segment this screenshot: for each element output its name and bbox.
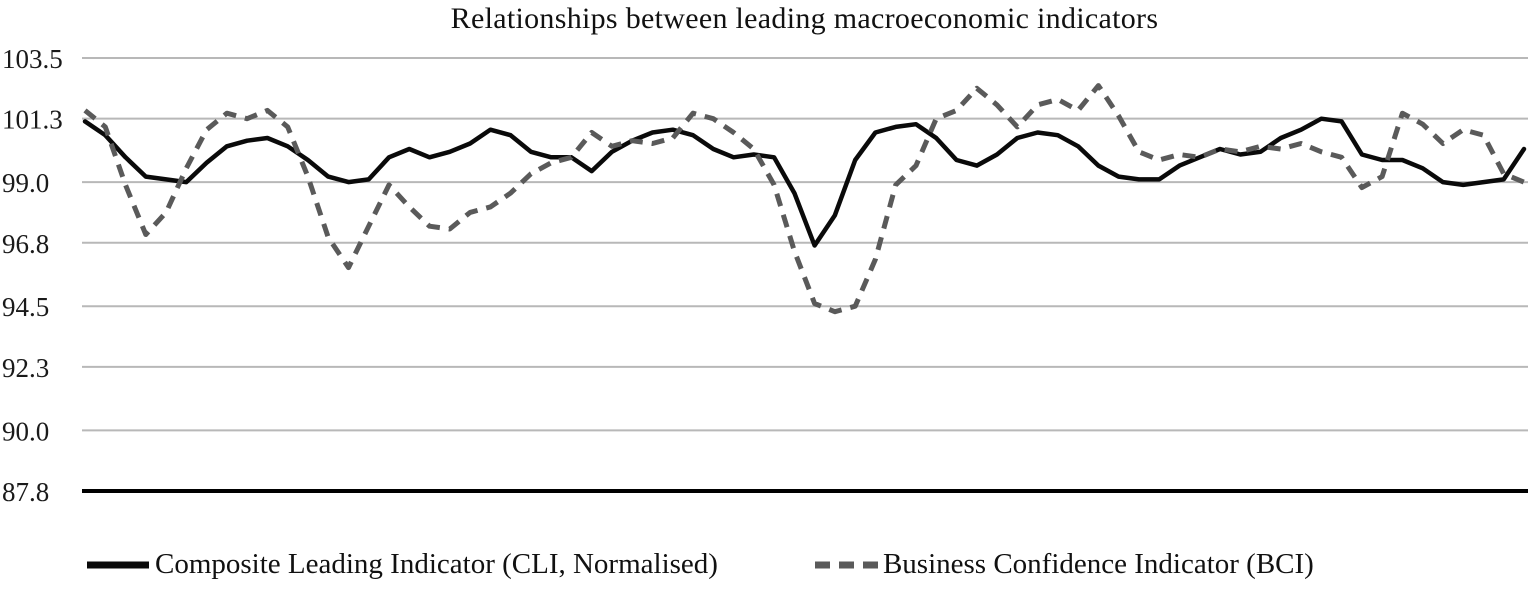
cli-solid-line-swatch xyxy=(87,561,149,568)
y-axis-tick-label: 99.0 xyxy=(2,168,49,198)
legend-item-bci: Business Confidence Indicator (BCI) xyxy=(813,548,1314,581)
y-axis-tick-label: 101.3 xyxy=(2,105,63,135)
y-axis-tick-label: 103.5 xyxy=(2,44,63,74)
bci-dashed-line-swatch xyxy=(814,561,879,568)
legend-label-cli: Composite Leading Indicator (CLI, Normal… xyxy=(155,548,718,580)
y-axis-tick-label: 87.8 xyxy=(2,477,49,507)
y-axis-tick-label: 90.0 xyxy=(2,416,49,446)
legend: Composite Leading Indicator (CLI, Normal… xyxy=(85,548,1314,581)
y-axis-tick-label: 94.5 xyxy=(2,292,49,322)
legend-item-cli: Composite Leading Indicator (CLI, Normal… xyxy=(85,548,718,581)
bci-line-series xyxy=(83,83,1525,315)
cli-line-series xyxy=(82,116,1527,248)
y-axis-tick-label: 92.3 xyxy=(2,353,49,383)
legend-label-bci: Business Confidence Indicator (BCI) xyxy=(882,548,1314,580)
chart-title: Relationships between leading macroecono… xyxy=(450,2,1159,35)
line-chart-plot-area: 103.5 101.3 99.0 96.8 94.5 92.3 90.0 87.8 xyxy=(2,44,1528,507)
y-axis-tick-label: 96.8 xyxy=(2,229,49,259)
